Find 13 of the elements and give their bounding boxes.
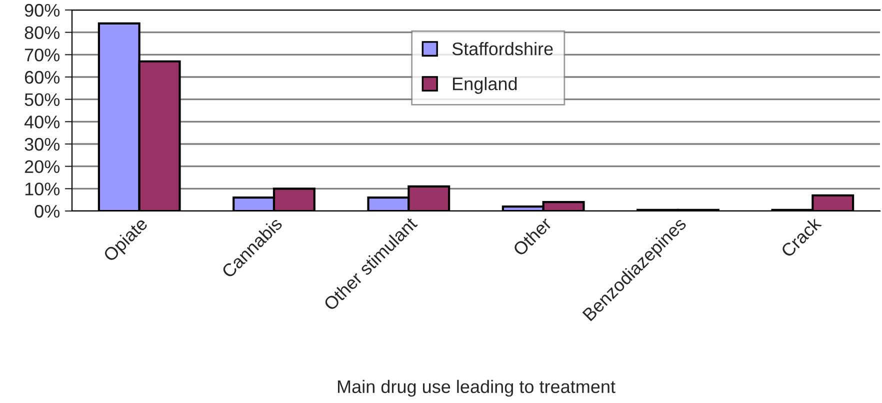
- legend-label: Staffordshire: [452, 42, 553, 56]
- y-tick-label: 70%: [24, 48, 60, 62]
- y-tick-label: 30%: [24, 138, 60, 151]
- y-tick-label: 10%: [25, 182, 60, 196]
- y-tick-label: 0%: [34, 204, 60, 218]
- y-tick-label: 50%: [24, 93, 60, 106]
- y-tick-label: 90%: [24, 4, 60, 17]
- x-axis-title: Main drug use leading to treatment: [338, 380, 616, 397]
- legend-label: England: [453, 77, 517, 94]
- y-tick-label: 60%: [24, 70, 60, 84]
- y-tick-label: 40%: [24, 116, 60, 128]
- y-tick-label: 80%: [24, 26, 60, 40]
- y-tick-label: 20%: [24, 160, 60, 174]
